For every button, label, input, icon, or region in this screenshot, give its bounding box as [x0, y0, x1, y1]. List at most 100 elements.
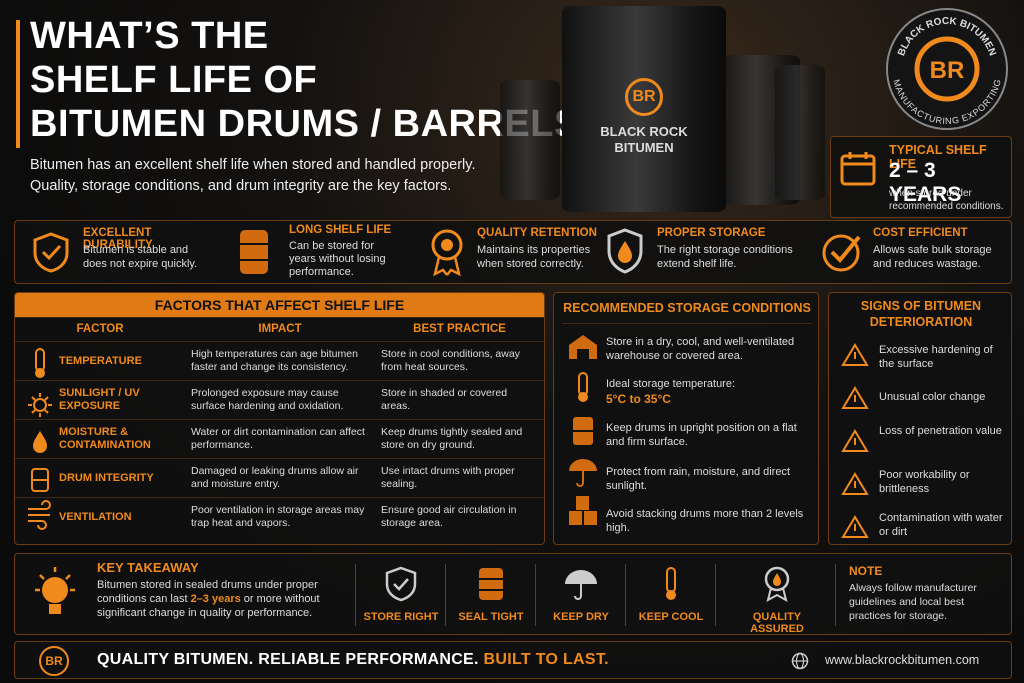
- sign-item: Poor workability or brittleness: [879, 469, 970, 495]
- factors-title: FACTORS THAT AFFECT SHELF LIFE: [15, 293, 544, 317]
- feature-title: PROPER STORAGE: [657, 227, 766, 239]
- feature-text: The right storage conditions: [657, 244, 793, 256]
- intro: Bitumen has an excellent shelf life when…: [30, 157, 476, 173]
- badge-icon: [385, 566, 417, 602]
- factor: SUNLIGHT / UV EXPOSURE: [15, 380, 185, 420]
- feature-title: LONG SHELF LIFE: [289, 224, 392, 236]
- takeaway-title: KEY TAKEAWAY: [97, 560, 199, 575]
- accent-bar: [16, 20, 20, 148]
- title-line: SHELF LIFE OF: [30, 59, 318, 101]
- badge-icon: [666, 567, 676, 600]
- feature-title: EXCELLENT DURABILITY: [83, 227, 153, 251]
- takeaway-text: Bitumen stored in sealed drums under pro…: [97, 578, 342, 620]
- header-cell: FACTOR: [15, 317, 185, 342]
- feature-text: when stored correctly.: [477, 258, 584, 270]
- row: DRUM INTEGRITY Damaged or leaking drums a…: [15, 458, 544, 498]
- badge-label: QUALITY ASSURED: [750, 611, 804, 635]
- badge-label: KEEP DRY: [553, 611, 609, 623]
- badge: SEAL TIGHT: [446, 566, 536, 623]
- bulb-icon: [35, 567, 75, 614]
- row: TEMPERATURE High temperatures can age bit…: [15, 341, 544, 381]
- badge-icon: [565, 570, 597, 600]
- badge-label: STORE RIGHT: [363, 611, 439, 623]
- feature: PROPER STORAGE The right storage conditi…: [605, 221, 805, 283]
- signs-box: SIGNS OF BITUMEN DETERIORATION Excessive…: [828, 292, 1012, 545]
- row: SUNLIGHT / UV EXPOSURE Prolonged exposure…: [15, 380, 544, 420]
- globe-icon: [791, 652, 809, 670]
- feature-text: extend shelf life.: [657, 258, 737, 270]
- warning-icons: [841, 343, 869, 538]
- storage-item: Protect from rain, moisture, and direct …: [606, 466, 791, 492]
- feature-text: Maintains its properties: [477, 244, 591, 256]
- separator: [535, 564, 536, 626]
- practice: Store in cool conditions, away from heat…: [375, 341, 544, 381]
- note-text: Always follow manufacturer guidelines an…: [849, 582, 977, 622]
- badge-label: SEAL TIGHT: [458, 611, 524, 623]
- badge-icon: [764, 566, 790, 602]
- takeaway-box: KEY TAKEAWAY Bitumen stored in sealed dr…: [14, 553, 1012, 635]
- storage-item: Ideal storage temperature:: [606, 378, 736, 390]
- storage-box: RECOMMENDED STORAGE CONDITIONS Store in …: [553, 292, 819, 545]
- title-line: WHAT’S THE: [30, 15, 269, 57]
- feature: QUALITY RETENTION Maintains its properti…: [415, 221, 605, 283]
- sign-item: Loss of penetration value: [879, 425, 1002, 437]
- feature: COST EFFICIENT Allows safe bulk storage …: [815, 221, 1011, 283]
- row: MOISTURE & CONTAMINATION Water or dirt co…: [15, 419, 544, 459]
- feature: LONG SHELF LIFE Can be stored for years …: [215, 221, 415, 283]
- tagline-highlight: BUILT TO LAST.: [483, 651, 609, 668]
- signs-title: DETERIORATION: [869, 315, 973, 329]
- feature-text: and reduces wastage.: [873, 258, 981, 270]
- badge: STORE RIGHT: [356, 566, 446, 623]
- logo: BR BLACK ROCK BITUMEN MANUFACTURING EXPO…: [886, 8, 1008, 130]
- feature-text: Allows safe bulk storage: [873, 244, 992, 256]
- header-cell: IMPACT: [185, 317, 375, 342]
- barrel-text: BLACK ROCK: [600, 124, 688, 139]
- feature-title: QUALITY RETENTION: [477, 227, 597, 239]
- intro: Quality, storage conditions, and drum in…: [30, 178, 452, 194]
- separator: [355, 564, 356, 626]
- logo-mark: BR: [930, 57, 965, 84]
- storage-temperature: 5°C to 35°C: [606, 392, 671, 406]
- drum-icon: [240, 230, 268, 274]
- shelf-life-note: when stored under: [889, 188, 972, 199]
- feature-text: does not expire quickly.: [83, 258, 198, 270]
- separator: [835, 564, 836, 626]
- badge-icon: [479, 568, 503, 600]
- storage-item: Store in a dry, cool, and well-ventilate…: [606, 336, 795, 362]
- shield-icon: [33, 232, 69, 273]
- shelf-life-title: TYPICAL SHELF LIFE: [889, 143, 987, 171]
- note-title: NOTE: [849, 564, 883, 578]
- footer-url: www.blackrockbitumen.com: [825, 653, 980, 667]
- storage-title: RECOMMENDED STORAGE CONDITIONS: [563, 301, 811, 315]
- separator: [715, 564, 716, 626]
- practice: Store in shaded or covered areas.: [375, 380, 544, 420]
- sign-item: Contamination with water or dirt: [879, 512, 1003, 538]
- takeaway-text-part: or more without significant change in qu…: [97, 593, 320, 619]
- shelf-life-value: 2 – 3 YEARS: [889, 159, 962, 206]
- takeaway-highlight: 2–3 years: [190, 593, 241, 605]
- shelf-life-box: TYPICAL SHELF LIFE 2 – 3 YEARS when stor…: [830, 136, 1012, 218]
- separator: [625, 564, 626, 626]
- factors-box: FACTORS THAT AFFECT SHELF LIFE FACTOR IMP…: [14, 292, 545, 545]
- impact: Poor ventilation in storage areas may tr…: [185, 497, 375, 537]
- shelf-life-note: recommended conditions.: [889, 201, 1004, 212]
- practice: Use intact drums with proper sealing.: [375, 458, 544, 498]
- logo-ring: [886, 8, 1008, 130]
- barrel: [775, 65, 825, 200]
- factor-icons: [28, 348, 52, 530]
- medal-icon: [431, 229, 463, 277]
- badge: KEEP DRY: [536, 566, 626, 623]
- drop-shield-icon: [607, 228, 643, 274]
- footer-tagline: QUALITY BITUMEN. RELIABLE PERFORMANCE. B…: [97, 651, 609, 669]
- feature: EXCELLENT DURABILITY Bitumen is stable a…: [15, 221, 215, 283]
- factor: VENTILATION: [15, 497, 185, 537]
- impact: Water or dirt contamination can affect p…: [185, 419, 375, 459]
- calendar-icon: [840, 152, 876, 186]
- impact: High temperatures can age bitumen faster…: [185, 341, 375, 381]
- header-cell: BEST PRACTICE: [375, 317, 544, 342]
- features-box: EXCELLENT DURABILITY Bitumen is stable a…: [14, 220, 1012, 284]
- signs-title: SIGNS OF BITUMEN: [860, 299, 982, 313]
- sign-item: Excessive hardening of the surface: [879, 344, 993, 370]
- badge: QUALITY ASSURED: [727, 566, 827, 635]
